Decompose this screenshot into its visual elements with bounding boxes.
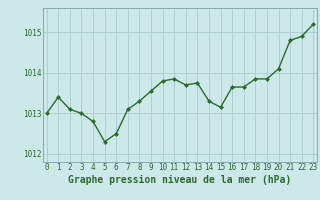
X-axis label: Graphe pression niveau de la mer (hPa): Graphe pression niveau de la mer (hPa) — [68, 175, 292, 185]
